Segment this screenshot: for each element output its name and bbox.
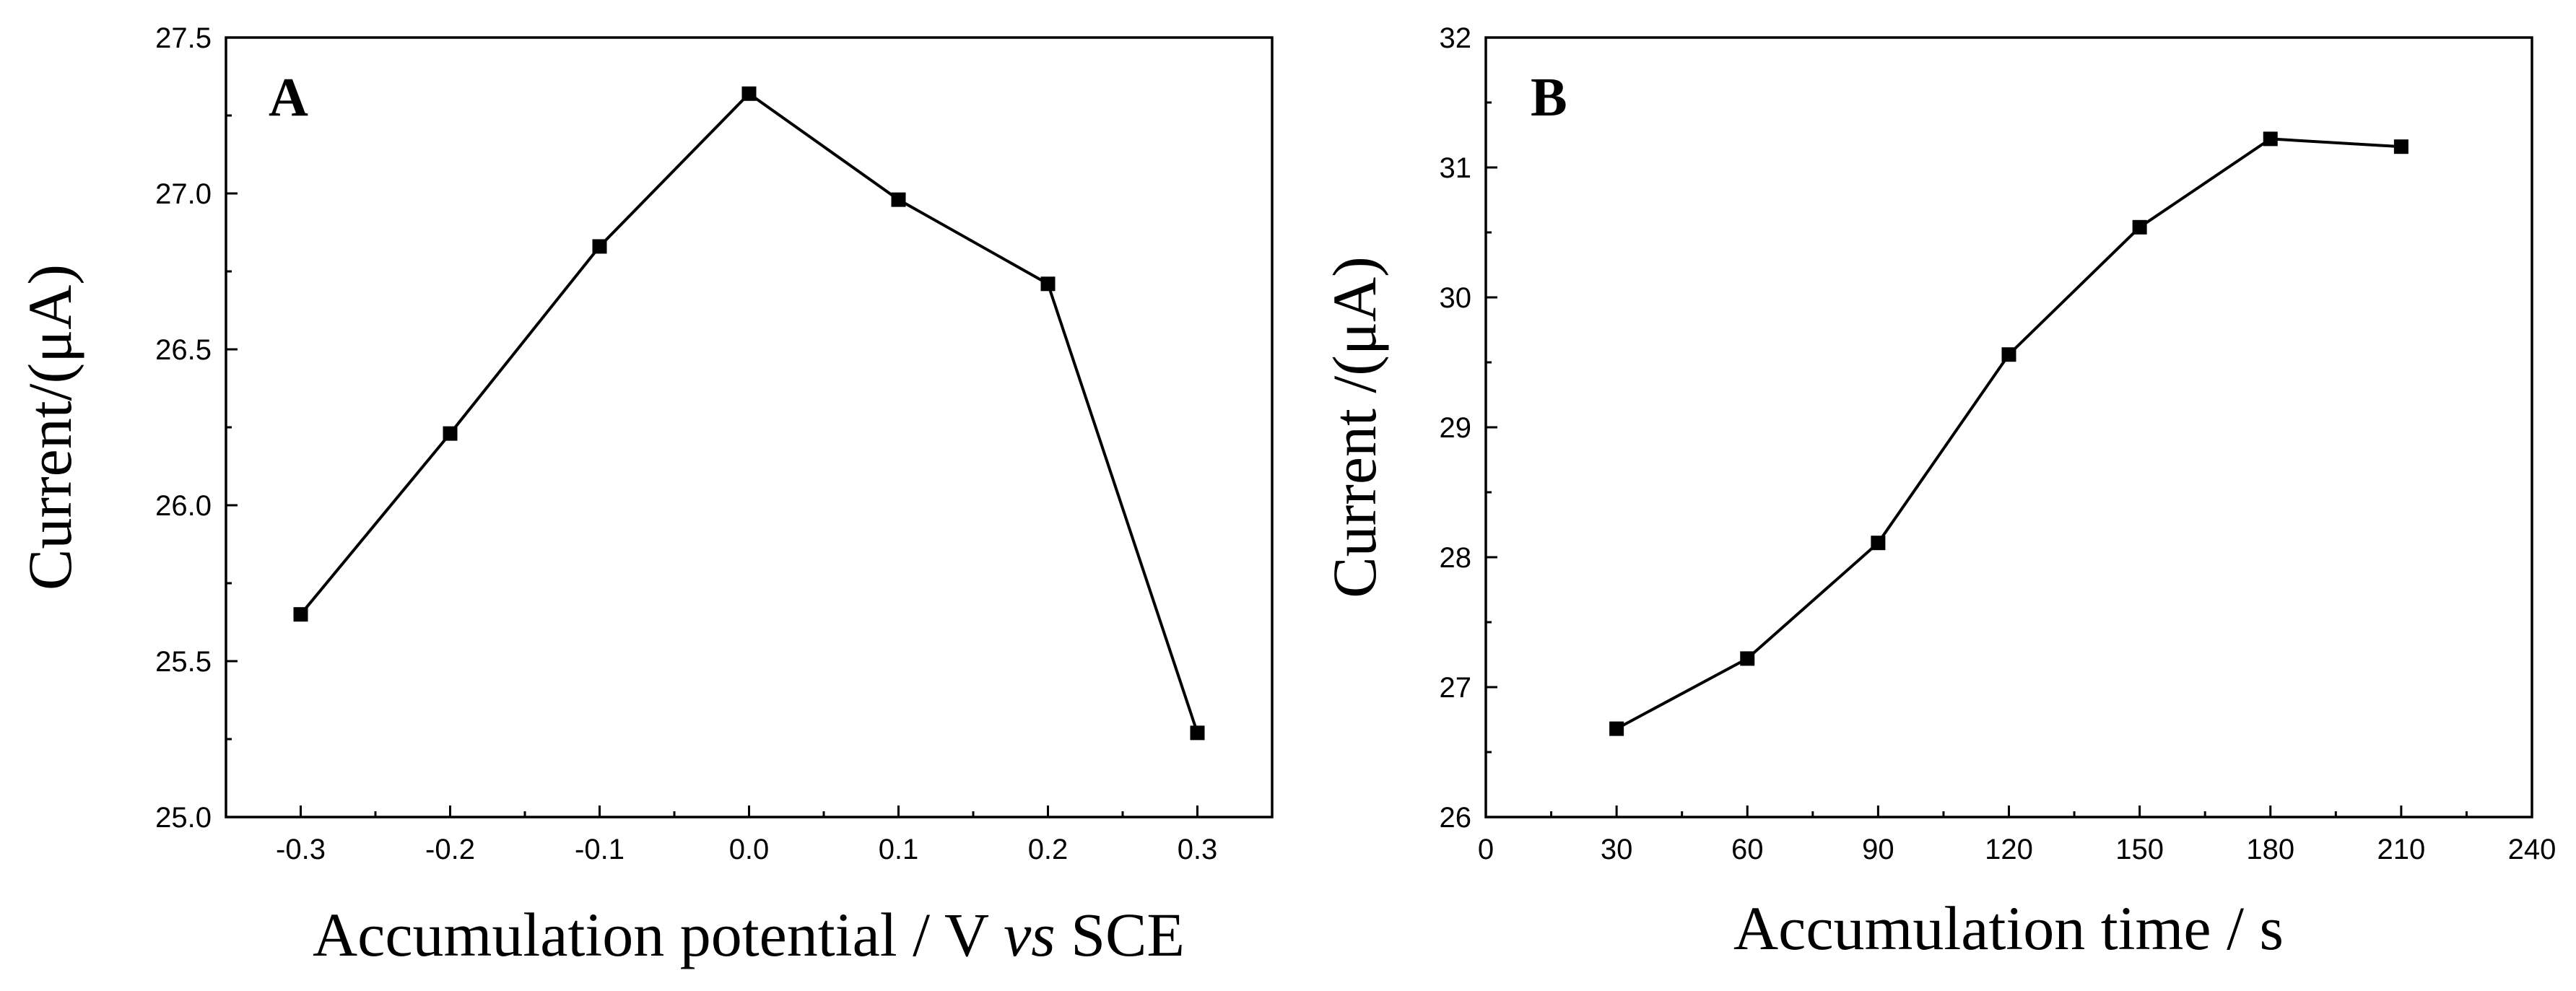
panel-b-data-point	[2132, 219, 2147, 235]
panel-a-y-tick-label: 25.5	[155, 646, 212, 678]
panel-a-data-point	[443, 426, 458, 441]
panel-a-x-tick-label: -0.1	[575, 834, 625, 865]
panel-a-ticks: -0.3 -0.2 -0.1 0.0 0.1 0.2 0.3 25.0 25.5 26.0 26.5…	[155, 22, 1217, 865]
panel-b-y-tick-label: 28	[1440, 542, 1472, 574]
panel-a-data-point	[293, 607, 308, 622]
panel-b-x-tick-label: 210	[2377, 834, 2426, 865]
panel-b-data-point	[2263, 131, 2278, 147]
panel-a-x-axis-title-main: Accumulation potential / V	[313, 900, 1004, 969]
panel-b-x-tick-label: 120	[1985, 834, 2033, 865]
panel-a-y-axis-title: Current/(μA)	[15, 264, 84, 590]
panel-b-x-tick-label: 240	[2508, 834, 2557, 865]
panel-b-data-point	[1740, 651, 1755, 666]
panel-a-series	[293, 86, 1205, 741]
panel-b-y-tick-label: 31	[1440, 152, 1472, 184]
panel-b-y-tick-label: 32	[1440, 22, 1472, 54]
panel-a-plot-frame	[225, 36, 1274, 818]
panel-b-series-line	[1616, 137, 2401, 730]
panel-a-x-axis-title: Accumulation potential / V vs SCE	[313, 900, 1185, 969]
panel-a-x-axis-title-ref: SCE	[1056, 900, 1185, 969]
panel-a-x-tick-label: -0.3	[276, 834, 326, 865]
panel-b-y-tick-label: 29	[1440, 412, 1472, 444]
panel-a-y-tick-label: 26.5	[155, 334, 212, 366]
panel-b-plot-frame	[1484, 36, 2533, 818]
panel-b-ticks: 0 30 60 90 120 150 180 210 240 26 27 28 29 30 31 32	[1440, 22, 2557, 865]
panel-b-y-tick-label: 26	[1440, 802, 1472, 834]
panel-a-x-axis-title-vs: vs	[1004, 900, 1056, 969]
panel-a-x-tick-label: 0.3	[1178, 834, 1218, 865]
panel-a-x-tick-label: 0.2	[1028, 834, 1069, 865]
panel-b: B Current /(μA) Accumulation time / s 0 3…	[1320, 22, 2556, 963]
panel-a-label: A	[269, 67, 308, 128]
panel-b-x-tick-label: 180	[2246, 834, 2294, 865]
panel-a-y-tick-label: 25.0	[155, 802, 212, 834]
panel-a-y-tick-label: 27.0	[155, 178, 212, 210]
panel-b-data-point	[2393, 139, 2409, 154]
panel-b-x-tick-label: 0	[1478, 834, 1494, 865]
panel-b-data-point	[1609, 721, 1624, 736]
panel-a-x-tick-label: 0.1	[879, 834, 919, 865]
panel-a-data-point	[1040, 276, 1056, 292]
panel-b-y-tick-label: 30	[1440, 282, 1472, 314]
panel-b-x-tick-label: 150	[2115, 834, 2164, 865]
panel-b-x-tick-label: 60	[1731, 834, 1764, 865]
panel-b-series	[1609, 131, 2409, 736]
panel-a-data-point	[592, 239, 607, 254]
panel-a-data-point	[741, 86, 757, 101]
panel-b-y-axis-title: Current /(μA)	[1320, 256, 1389, 598]
panel-b-y-tick-label: 27	[1440, 672, 1472, 704]
panel-a: A Current/(μA) Accumulation potential / …	[15, 22, 1274, 969]
panel-b-data-point	[2001, 347, 2016, 362]
panel-a-series-line	[299, 92, 1199, 733]
panel-a-x-tick-label: 0.0	[729, 834, 770, 865]
panel-b-x-tick-label: 90	[1862, 834, 1894, 865]
panel-a-data-point	[1190, 725, 1205, 741]
panel-b-label: B	[1531, 67, 1567, 128]
panel-a-y-tick-label: 27.5	[155, 22, 212, 54]
panel-b-data-point	[1871, 536, 1886, 551]
panel-b-x-tick-label: 30	[1601, 834, 1633, 865]
panel-a-data-point	[891, 192, 906, 207]
panel-b-x-axis-title: Accumulation time / s	[1733, 894, 2284, 963]
panel-a-x-tick-label: -0.2	[425, 834, 475, 865]
panel-a-y-tick-label: 26.0	[155, 490, 212, 522]
